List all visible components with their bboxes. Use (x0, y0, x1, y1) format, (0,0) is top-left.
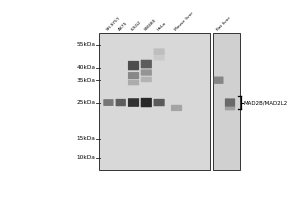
FancyBboxPatch shape (141, 60, 152, 68)
Text: Mouse liver: Mouse liver (174, 11, 194, 32)
Text: HeLa: HeLa (156, 21, 167, 32)
FancyBboxPatch shape (99, 33, 210, 170)
Text: K-SG2: K-SG2 (131, 20, 142, 32)
FancyBboxPatch shape (128, 98, 139, 107)
FancyBboxPatch shape (154, 55, 165, 60)
FancyBboxPatch shape (128, 80, 139, 85)
Text: MAD2B/MAD2L2: MAD2B/MAD2L2 (244, 100, 288, 105)
FancyBboxPatch shape (128, 72, 139, 79)
Text: 35kDa: 35kDa (76, 78, 96, 83)
Text: 15kDa: 15kDa (77, 136, 96, 141)
FancyBboxPatch shape (116, 99, 126, 106)
Text: SH-SY5Y: SH-SY5Y (106, 16, 122, 32)
Text: A375: A375 (118, 21, 129, 32)
FancyBboxPatch shape (225, 106, 235, 110)
FancyBboxPatch shape (141, 69, 152, 76)
Text: 25kDa: 25kDa (76, 100, 96, 105)
FancyBboxPatch shape (213, 33, 240, 170)
FancyBboxPatch shape (154, 99, 165, 106)
Text: SW480: SW480 (143, 18, 157, 32)
Text: 55kDa: 55kDa (76, 42, 96, 47)
Text: Rat liver: Rat liver (216, 16, 231, 32)
FancyBboxPatch shape (213, 77, 224, 84)
FancyBboxPatch shape (141, 98, 152, 107)
Text: 10kDa: 10kDa (77, 155, 96, 160)
FancyBboxPatch shape (103, 99, 113, 106)
FancyBboxPatch shape (141, 77, 152, 82)
FancyBboxPatch shape (171, 105, 182, 111)
FancyBboxPatch shape (154, 48, 165, 55)
FancyBboxPatch shape (128, 61, 139, 70)
Text: 40kDa: 40kDa (76, 65, 96, 70)
FancyBboxPatch shape (225, 98, 235, 107)
